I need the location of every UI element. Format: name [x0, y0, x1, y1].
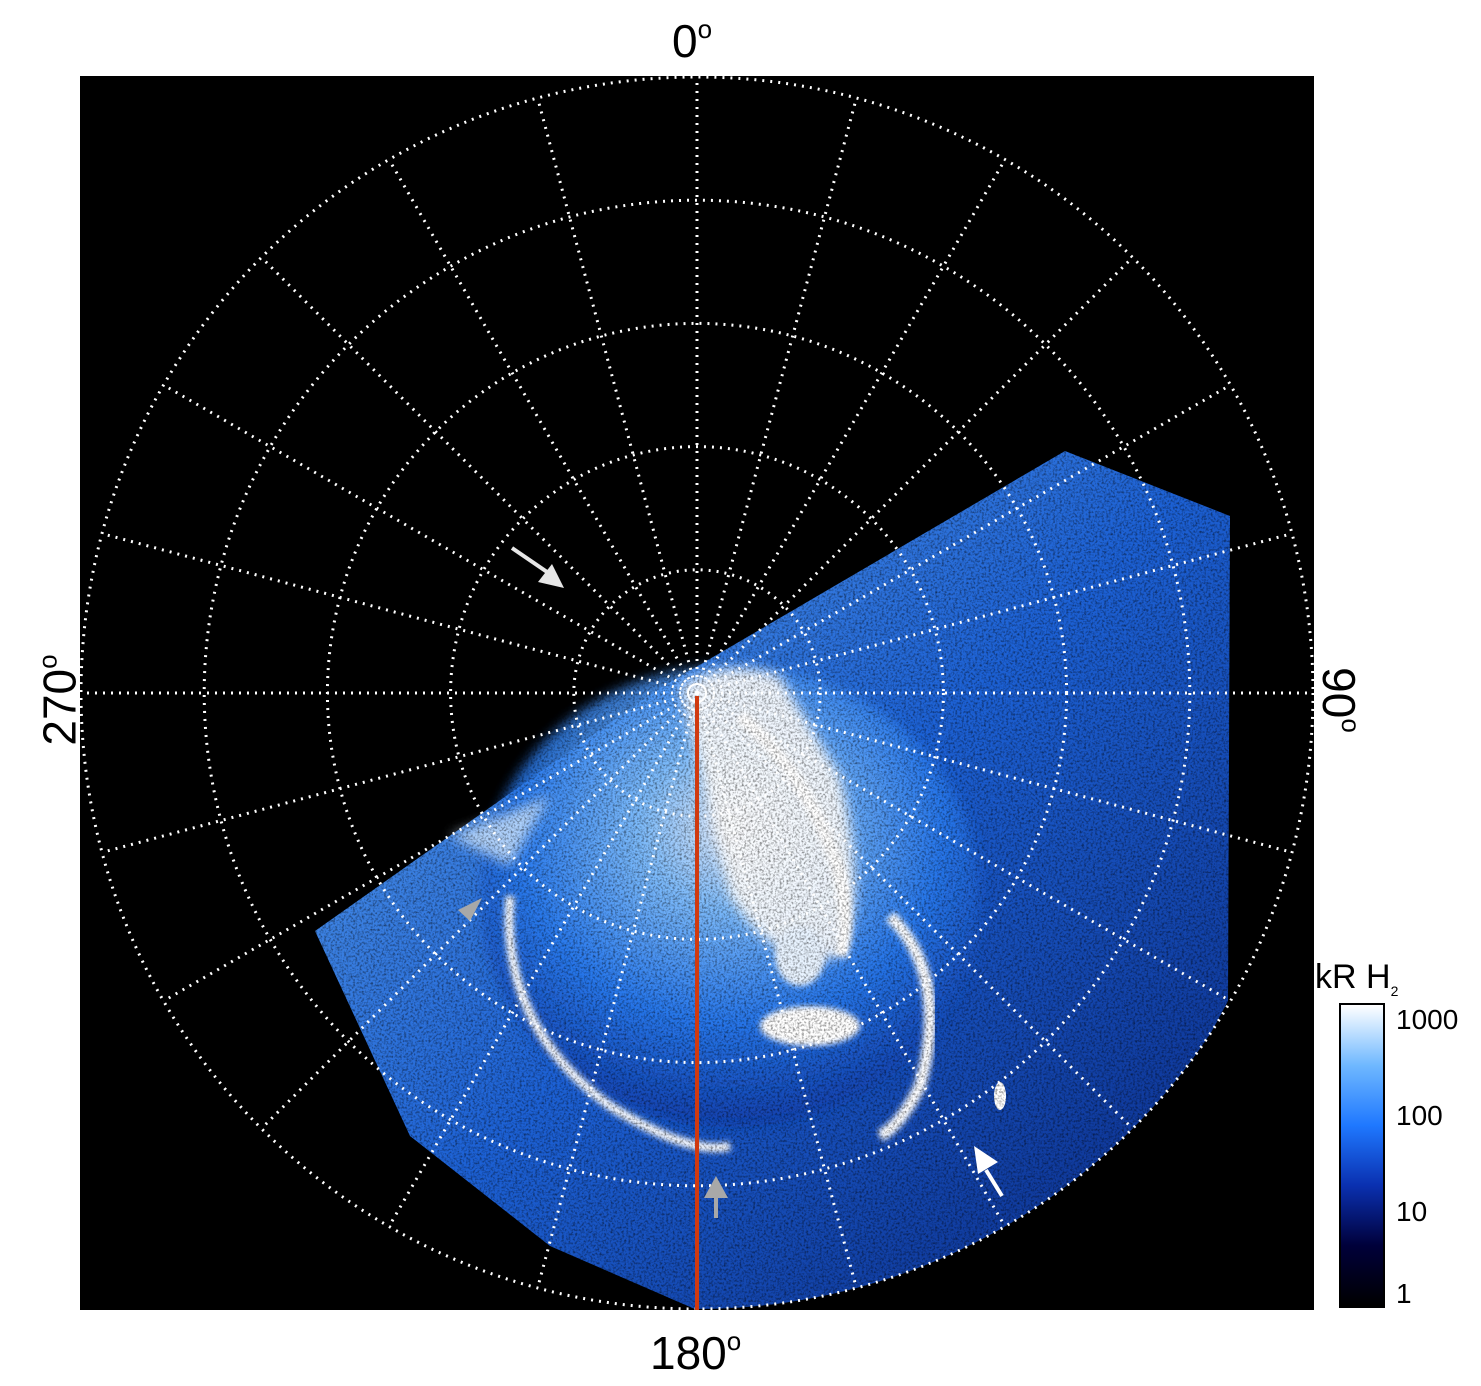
arrow-white-upper-left [510, 546, 564, 588]
polar-plot-svg [80, 76, 1314, 1310]
latitude-ring [449, 445, 945, 941]
longitude-label-180: 180o [650, 1326, 742, 1379]
latitude-ring [202, 198, 1192, 1188]
longitude-spoke [536, 97, 699, 694]
longitude-spoke [536, 692, 699, 1289]
longitude-spoke [696, 691, 1293, 854]
longitude-spoke [101, 691, 698, 854]
longitude-spoke [260, 691, 699, 1130]
longitude-spoke [387, 692, 699, 1228]
longitude-spoke [101, 532, 698, 695]
arrow-white-lower-right [974, 1146, 1004, 1198]
colorbar-tick-1000: 1000 [1396, 1004, 1459, 1035]
longitude-spoke [162, 383, 698, 695]
polar-projection-image [80, 76, 1314, 1310]
longitude-spoke [695, 692, 858, 1289]
longitude-spoke [260, 256, 699, 695]
longitude-spoke [387, 158, 699, 694]
aurora-data-region [315, 451, 1230, 1309]
longitude-label-0: 0o [672, 14, 713, 67]
longitude-spoke [696, 383, 1232, 695]
longitude-label-90: 90o [1312, 667, 1366, 733]
latitude-ring [80, 76, 1314, 1310]
longitude-spoke [695, 691, 1134, 1130]
colorbar [1339, 1003, 1385, 1308]
longitude-label-270: 270o [32, 654, 86, 746]
colorbar-tick-10: 10 [1396, 1196, 1428, 1227]
longitude-spoke [162, 691, 698, 1003]
colorbar-title: kR H2 [1315, 958, 1399, 999]
longitude-spoke [696, 532, 1293, 695]
arrow-gray-left [458, 898, 482, 921]
longitude-spoke [695, 97, 858, 694]
longitude-spoke [695, 158, 1007, 694]
colorbar-tick-100: 100 [1396, 1100, 1443, 1131]
arrow-gray-bottom [704, 1176, 728, 1218]
longitude-spoke [695, 256, 1134, 695]
colorbar-tick-1: 1 [1396, 1278, 1412, 1309]
longitude-spoke [696, 691, 1232, 1003]
longitude-spoke [695, 692, 1007, 1228]
